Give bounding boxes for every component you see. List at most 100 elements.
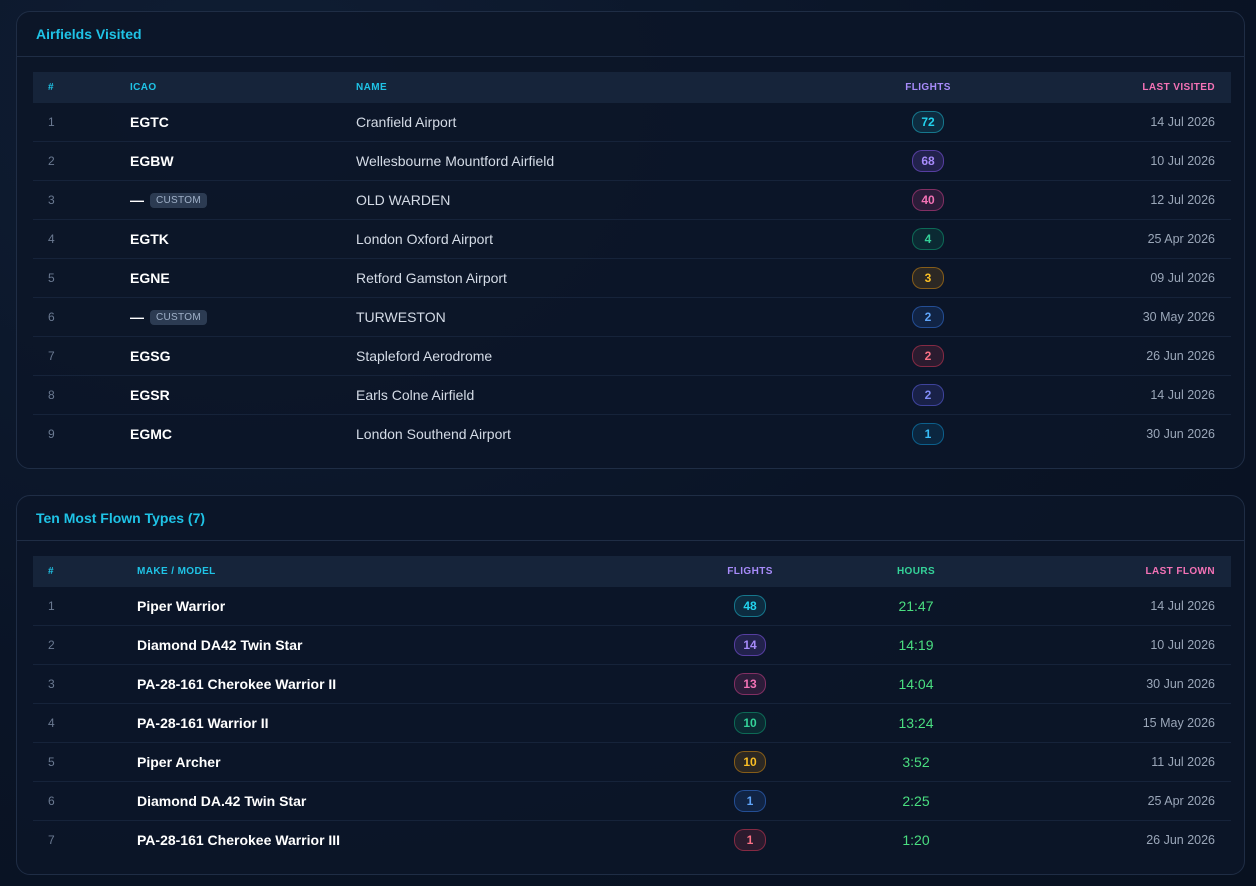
table-row[interactable]: 3 — CUSTOM OLD WARDEN 40 12 Jul 2026 — [33, 181, 1231, 220]
row-number: 5 — [48, 271, 55, 285]
flights-cell: 72 — [865, 111, 991, 133]
row-number: 8 — [48, 388, 55, 402]
flights-count-badge: 1 — [734, 829, 766, 851]
col-name-header[interactable]: NAME — [356, 82, 388, 93]
flights-count-badge: 4 — [912, 228, 944, 250]
row-number: 7 — [48, 349, 55, 363]
flights-cell: 10 — [689, 751, 811, 773]
flights-cell: 40 — [865, 189, 991, 211]
icao-cell: — CUSTOM — [130, 309, 356, 326]
table-row[interactable]: 2 Diamond DA42 Twin Star 14 14:19 10 Jul 202… — [33, 626, 1231, 665]
row-number: 4 — [48, 232, 55, 246]
table-row[interactable]: 1 Piper Warrior 48 21:47 14 Jul 2026 — [33, 587, 1231, 626]
table-row[interactable]: 1 EGTC Cranfield Airport 72 14 Jul 2026 — [33, 103, 1231, 142]
flights-count-badge: 3 — [912, 267, 944, 289]
airfields-table-body: 1 EGTC Cranfield Airport 72 14 Jul 2026 2 EGBW… — [33, 103, 1231, 453]
table-row[interactable]: 8 EGSR Earls Colne Airfield 2 14 Jul 2026 — [33, 376, 1231, 415]
row-number: 5 — [48, 755, 55, 769]
airfield-name: London Oxford Airport — [356, 231, 493, 247]
airfields-title: Airfields Visited — [17, 12, 1244, 57]
table-row[interactable]: 4 PA-28-161 Warrior II 10 13:24 15 May 2026 — [33, 704, 1231, 743]
flights-count-badge: 13 — [734, 673, 766, 695]
last-flown-date: 25 Apr 2026 — [1147, 794, 1215, 808]
last-visited-date: 30 Jun 2026 — [1146, 427, 1215, 441]
col-last-flown-header[interactable]: LAST FLOWN — [1145, 566, 1215, 577]
row-number: 6 — [48, 310, 55, 324]
col-icao-header[interactable]: ICAO — [130, 82, 157, 93]
icao-code: EGBW — [130, 153, 174, 169]
make-model: Diamond DA42 Twin Star — [137, 637, 303, 653]
row-number: 1 — [48, 599, 55, 613]
make-model: PA-28-161 Cherokee Warrior III — [137, 832, 341, 848]
last-flown-date: 26 Jun 2026 — [1146, 833, 1215, 847]
types-table-header: # MAKE / MODEL FLIGHTS HOURS LAST FLOWN — [33, 556, 1231, 587]
table-row[interactable]: 7 EGSG Stapleford Aerodrome 2 26 Jun 2026 — [33, 337, 1231, 376]
col-num-header: # — [48, 82, 54, 93]
row-number: 3 — [48, 677, 55, 691]
row-number: 2 — [48, 154, 55, 168]
table-row[interactable]: 9 EGMC London Southend Airport 1 30 Jun 2026 — [33, 415, 1231, 453]
hours-value: 14:19 — [898, 637, 934, 653]
row-number: 9 — [48, 427, 55, 441]
col-flights-header[interactable]: FLIGHTS — [905, 82, 951, 93]
flights-count-badge: 2 — [912, 384, 944, 406]
last-visited-date: 26 Jun 2026 — [1146, 349, 1215, 363]
last-visited-date: 10 Jul 2026 — [1150, 154, 1215, 168]
airfield-name: TURWESTON — [356, 309, 446, 325]
flights-count-badge: 1 — [734, 790, 766, 812]
flights-count-badge: 2 — [912, 306, 944, 328]
icao-code: EGNE — [130, 270, 170, 286]
table-row[interactable]: 6 Diamond DA.42 Twin Star 1 2:25 25 Apr 2026 — [33, 782, 1231, 821]
flights-count-badge: 68 — [912, 150, 944, 172]
airfields-table-header: # ICAO NAME FLIGHTS LAST VISITED — [33, 72, 1231, 103]
flights-cell: 1 — [689, 829, 811, 851]
flights-cell: 48 — [689, 595, 811, 617]
icao-cell: EGSG — [130, 348, 356, 364]
flights-count-badge: 72 — [912, 111, 944, 133]
airfield-name: Stapleford Aerodrome — [356, 348, 493, 364]
col-num-header: # — [48, 566, 54, 577]
icao-code: EGMC — [130, 426, 172, 442]
col-last-visited-header[interactable]: LAST VISITED — [1142, 82, 1215, 93]
types-title: Ten Most Flown Types (7) — [17, 496, 1244, 541]
table-row[interactable]: 3 PA-28-161 Cherokee Warrior II 13 14:04 30 … — [33, 665, 1231, 704]
col-make-header[interactable]: MAKE / MODEL — [137, 566, 216, 577]
hours-value: 21:47 — [898, 598, 934, 614]
airfield-name: Earls Colne Airfield — [356, 387, 475, 403]
row-number: 3 — [48, 193, 55, 207]
col-flights-header[interactable]: FLIGHTS — [727, 566, 773, 577]
hours-value: 3:52 — [902, 754, 930, 770]
table-row[interactable]: 5 EGNE Retford Gamston Airport 3 09 Jul 2026 — [33, 259, 1231, 298]
icao-code: EGSR — [130, 387, 170, 403]
icao-cell: EGSR — [130, 387, 356, 403]
flights-cell: 3 — [865, 267, 991, 289]
flights-cell: 10 — [689, 712, 811, 734]
icao-cell: EGBW — [130, 153, 356, 169]
table-row[interactable]: 5 Piper Archer 10 3:52 11 Jul 2026 — [33, 743, 1231, 782]
flights-cell: 4 — [865, 228, 991, 250]
table-row[interactable]: 6 — CUSTOM TURWESTON 2 30 May 2026 — [33, 298, 1231, 337]
table-row[interactable]: 2 EGBW Wellesbourne Mountford Airfield 68 10… — [33, 142, 1231, 181]
flights-cell: 13 — [689, 673, 811, 695]
row-number: 7 — [48, 833, 55, 847]
airfield-name: Cranfield Airport — [356, 114, 457, 130]
flights-count-badge: 10 — [734, 751, 766, 773]
types-table-body: 1 Piper Warrior 48 21:47 14 Jul 2026 2 Diamond… — [33, 587, 1231, 859]
last-flown-date: 11 Jul 2026 — [1151, 755, 1215, 769]
last-flown-date: 10 Jul 2026 — [1150, 638, 1215, 652]
col-hours-header[interactable]: HOURS — [896, 566, 936, 577]
flights-count-badge: 10 — [734, 712, 766, 734]
make-model: PA-28-161 Cherokee Warrior II — [137, 676, 337, 692]
hours-value: 1:20 — [902, 832, 930, 848]
types-table: # MAKE / MODEL FLIGHTS HOURS LAST FLOWN … — [33, 556, 1231, 859]
flights-cell: 2 — [865, 306, 991, 328]
make-model: PA-28-161 Warrior II — [137, 715, 269, 731]
last-visited-date: 12 Jul 2026 — [1150, 193, 1215, 207]
last-visited-date: 14 Jul 2026 — [1150, 115, 1215, 129]
airfield-name: London Southend Airport — [356, 426, 511, 442]
table-row[interactable]: 7 PA-28-161 Cherokee Warrior III 1 1:20 26 J… — [33, 821, 1231, 859]
flights-count-badge: 48 — [734, 595, 766, 617]
table-row[interactable]: 4 EGTK London Oxford Airport 4 25 Apr 2026 — [33, 220, 1231, 259]
flights-count-badge: 40 — [912, 189, 944, 211]
last-visited-date: 14 Jul 2026 — [1150, 388, 1215, 402]
